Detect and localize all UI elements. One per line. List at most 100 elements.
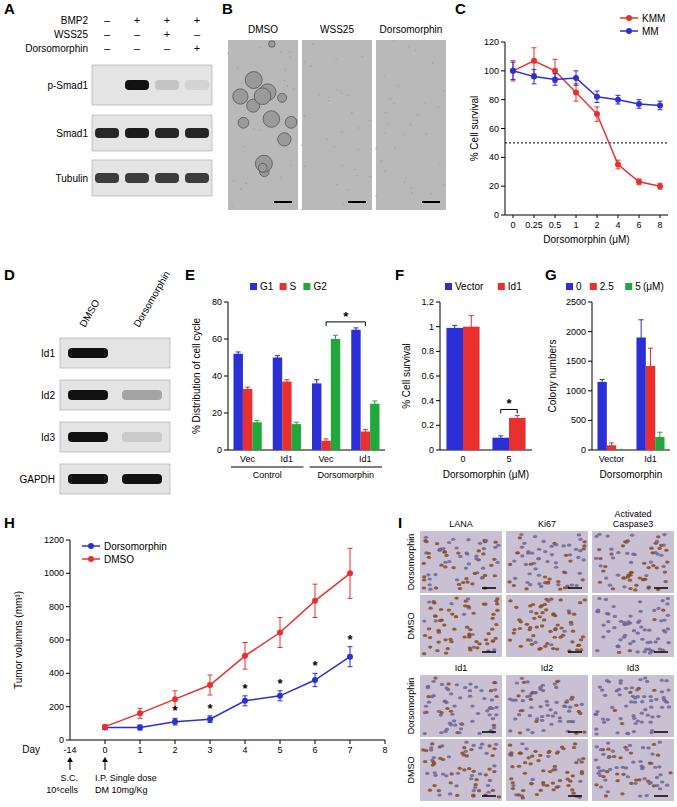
speckle bbox=[375, 148, 377, 150]
cell bbox=[599, 748, 603, 751]
error-bar bbox=[553, 74, 558, 86]
cell bbox=[556, 580, 560, 583]
error-bar bbox=[600, 380, 605, 385]
cell bbox=[449, 781, 453, 784]
cell bbox=[618, 717, 622, 720]
error-bar bbox=[208, 675, 213, 695]
cell bbox=[454, 615, 458, 618]
cell bbox=[537, 582, 541, 585]
cell bbox=[446, 682, 450, 685]
cell bbox=[594, 728, 598, 731]
cell bbox=[554, 566, 558, 569]
cell bbox=[470, 582, 474, 585]
cell bbox=[616, 551, 620, 554]
x-tick bbox=[245, 740, 246, 744]
marker bbox=[594, 94, 600, 100]
cell bbox=[490, 628, 494, 631]
cell bbox=[512, 560, 516, 563]
cell bbox=[629, 700, 633, 703]
cell bbox=[528, 694, 532, 697]
panel-label: C bbox=[455, 0, 466, 17]
blot-box bbox=[60, 380, 170, 410]
cell bbox=[464, 567, 468, 570]
marker bbox=[573, 89, 579, 95]
cell bbox=[619, 620, 623, 623]
cell bbox=[468, 695, 472, 698]
tick-label: 0.8 bbox=[421, 346, 434, 356]
cell bbox=[512, 628, 516, 631]
panel-label: G bbox=[545, 266, 557, 283]
y-tick bbox=[436, 376, 440, 377]
cell bbox=[628, 691, 632, 694]
cell bbox=[543, 575, 547, 578]
speckle bbox=[333, 146, 335, 148]
cell bbox=[495, 561, 499, 564]
axis-label: Colony numbers bbox=[547, 340, 558, 413]
cell bbox=[553, 636, 557, 639]
error-bar bbox=[313, 584, 318, 617]
cell bbox=[606, 748, 610, 751]
cell bbox=[650, 729, 654, 732]
legend-label: G2 bbox=[313, 281, 327, 292]
cell bbox=[484, 539, 488, 542]
error-bar bbox=[658, 101, 663, 110]
cell bbox=[611, 556, 615, 559]
cell bbox=[570, 696, 574, 699]
cell bbox=[562, 570, 566, 573]
error-cap bbox=[618, 449, 623, 450]
colony bbox=[278, 93, 287, 102]
speckle bbox=[438, 106, 440, 108]
tick-label: Id1 bbox=[359, 454, 372, 464]
cell bbox=[428, 789, 432, 792]
cell bbox=[665, 701, 669, 704]
error-bar bbox=[363, 430, 368, 434]
error-cap bbox=[600, 379, 605, 380]
error-cap bbox=[515, 415, 520, 416]
panel-label: H bbox=[4, 514, 15, 531]
cell bbox=[574, 584, 578, 587]
error-bar bbox=[469, 316, 474, 338]
cell bbox=[478, 542, 482, 545]
cell bbox=[487, 707, 491, 710]
cell bbox=[642, 562, 646, 565]
error-cap bbox=[511, 60, 516, 61]
error-cap bbox=[452, 325, 457, 326]
blot-box bbox=[92, 65, 212, 105]
cell bbox=[443, 700, 447, 703]
cell bbox=[601, 775, 605, 778]
tick-label: 1000 bbox=[44, 568, 64, 578]
marker bbox=[552, 68, 558, 74]
legend-label: G1 bbox=[260, 281, 274, 292]
cell bbox=[628, 615, 632, 618]
error-cap bbox=[595, 121, 600, 122]
legend-label: 2.5 bbox=[600, 281, 614, 292]
cell bbox=[482, 547, 486, 550]
cell bbox=[554, 543, 558, 546]
cell bbox=[652, 689, 656, 692]
cell bbox=[578, 780, 582, 783]
cell bbox=[572, 746, 576, 749]
speckle bbox=[328, 96, 330, 98]
condition-label: BMP2 bbox=[61, 15, 89, 26]
cell bbox=[610, 706, 614, 709]
bar bbox=[331, 339, 340, 450]
cell bbox=[541, 729, 545, 732]
cell bbox=[534, 612, 538, 615]
tick-label: 80 bbox=[212, 297, 222, 307]
cell bbox=[553, 765, 557, 768]
cell bbox=[477, 789, 481, 792]
cell bbox=[465, 754, 469, 757]
error-bar bbox=[255, 420, 260, 424]
error-cap bbox=[574, 70, 579, 71]
cell bbox=[544, 598, 548, 601]
cell bbox=[543, 550, 547, 553]
cell bbox=[422, 586, 426, 589]
scale-bar bbox=[654, 795, 668, 797]
speckle bbox=[358, 149, 360, 151]
cell bbox=[439, 711, 443, 714]
error-stem bbox=[326, 439, 327, 443]
band-label: Id3 bbox=[41, 432, 55, 443]
cell bbox=[595, 649, 599, 652]
tick-label: 2 bbox=[594, 220, 599, 230]
error-cap bbox=[515, 420, 520, 421]
